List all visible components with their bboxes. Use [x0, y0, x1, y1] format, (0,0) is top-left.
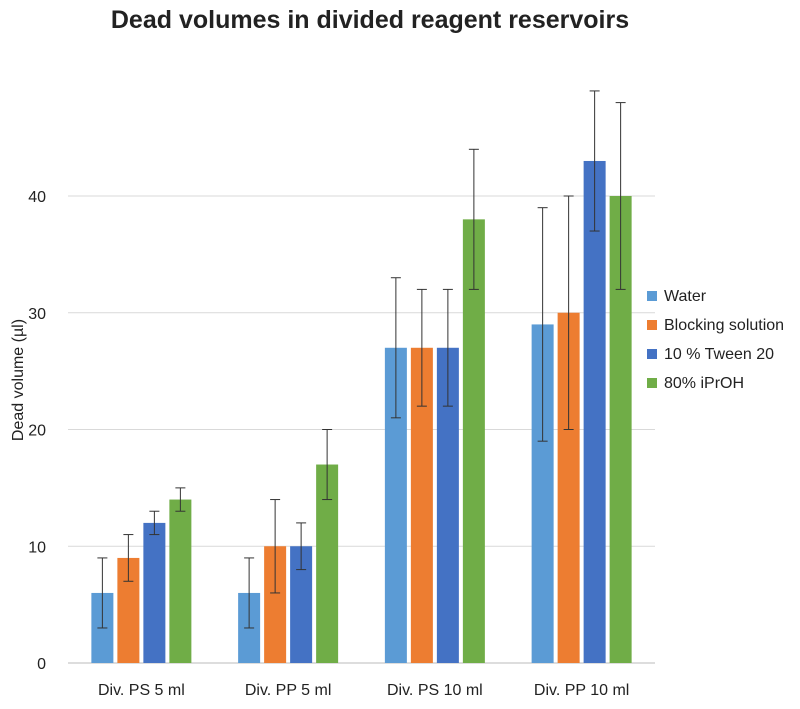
bar [462, 219, 485, 663]
legend-swatch [647, 320, 657, 330]
legend-label: 10 % Tween 20 [664, 346, 774, 363]
bar [316, 464, 339, 663]
bar [531, 324, 554, 663]
bar [117, 557, 140, 663]
y-tick-label: 10 [28, 539, 46, 556]
x-tick-label: Div. PS 10 ml [387, 682, 483, 699]
legend-label: Water [664, 288, 707, 305]
legend-swatch [647, 291, 657, 301]
bar [290, 546, 313, 663]
bar [583, 160, 606, 663]
bar [410, 347, 433, 663]
legend-label: Blocking solution [664, 317, 784, 334]
legend-label: 80% iPrOH [664, 375, 744, 392]
x-tick-label: Div. PP 10 ml [534, 682, 629, 699]
bar [609, 196, 632, 663]
bar [264, 546, 287, 663]
bar [436, 347, 459, 663]
legend-swatch [647, 349, 657, 359]
bar [384, 347, 407, 663]
y-tick-label: 30 [28, 306, 46, 323]
x-tick-label: Div. PS 5 ml [98, 682, 185, 699]
bar [557, 312, 580, 663]
bar [169, 499, 192, 663]
y-tick-label: 0 [37, 656, 46, 673]
legend-swatch [647, 378, 657, 388]
chart-title: Dead volumes in divided reagent reservoi… [111, 6, 629, 34]
y-tick-label: 40 [28, 189, 46, 206]
y-axis-label: Dead volume (µl) [10, 319, 27, 441]
bar [143, 522, 166, 663]
y-tick-label: 20 [28, 423, 46, 440]
x-tick-label: Div. PP 5 ml [245, 682, 332, 699]
